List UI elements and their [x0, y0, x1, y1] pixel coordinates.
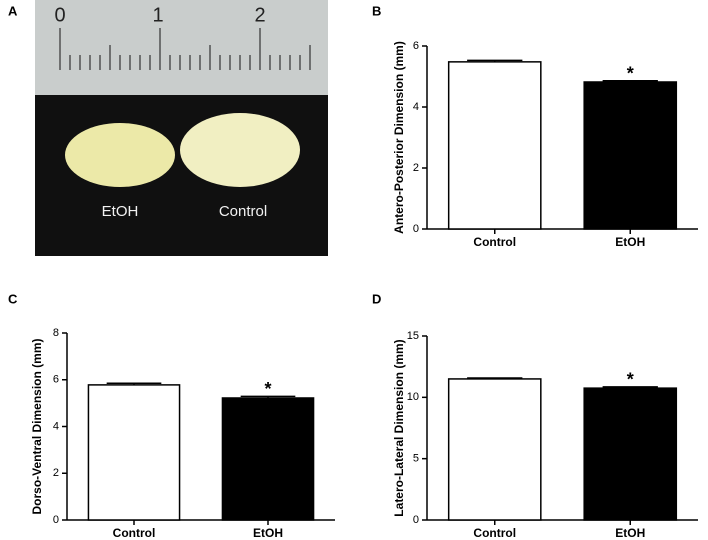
y-axis-label: Antero-Posterior Dimension (mm) — [392, 41, 406, 234]
ruler — [35, 0, 328, 95]
x-tick-label: EtOH — [253, 526, 283, 540]
significance-label: * — [627, 64, 634, 84]
photo-label: Control — [219, 203, 267, 220]
bar — [583, 387, 678, 521]
ruler-label: 0 — [54, 4, 65, 26]
y-axis-label: Dorso-Ventral Dimension (mm) — [30, 338, 44, 514]
y-tick-label: 10 — [407, 391, 419, 403]
panel-letter: C — [8, 291, 18, 306]
panel-letter: B — [372, 3, 381, 18]
ruler-ticks — [59, 28, 311, 70]
y-tick-label: 4 — [53, 420, 59, 432]
ruler-label: 2 — [254, 4, 265, 26]
y-tick-label: 2 — [53, 467, 59, 479]
bar — [221, 397, 315, 521]
bar — [447, 61, 542, 230]
photo-panel: A 0 1 2 EtOH Control — [8, 0, 328, 256]
y-tick-label: 2 — [413, 162, 419, 174]
x-tick-label: Control — [113, 526, 156, 540]
ruler-label: 1 — [152, 4, 163, 26]
x-tick-label: EtOH — [615, 235, 645, 249]
x-tick-label: Control — [473, 235, 516, 249]
bar — [583, 81, 678, 230]
panel-letter: A — [8, 3, 18, 18]
bar — [87, 384, 181, 521]
x-tick-label: EtOH — [615, 526, 645, 540]
y-tick-label: 8 — [53, 327, 59, 339]
significance-label: * — [264, 379, 271, 399]
y-tick-label: 0 — [413, 223, 419, 235]
y-tick-label: 6 — [53, 374, 59, 386]
brain-etoh — [65, 123, 175, 187]
y-tick-label: 0 — [413, 514, 419, 526]
brain-control — [180, 113, 300, 187]
y-tick-label: 4 — [413, 101, 419, 113]
y-axis-label: Latero-Lateral Dimension (mm) — [392, 339, 406, 516]
y-tick-label: 0 — [53, 514, 59, 526]
photo-label: EtOH — [102, 203, 139, 220]
y-tick-label: 15 — [407, 330, 419, 342]
y-tick-label: 5 — [413, 453, 419, 465]
bar — [447, 378, 542, 521]
panel-letter: D — [372, 291, 381, 306]
significance-label: * — [627, 370, 634, 390]
x-tick-label: Control — [473, 526, 516, 540]
y-tick-label: 6 — [413, 40, 419, 52]
